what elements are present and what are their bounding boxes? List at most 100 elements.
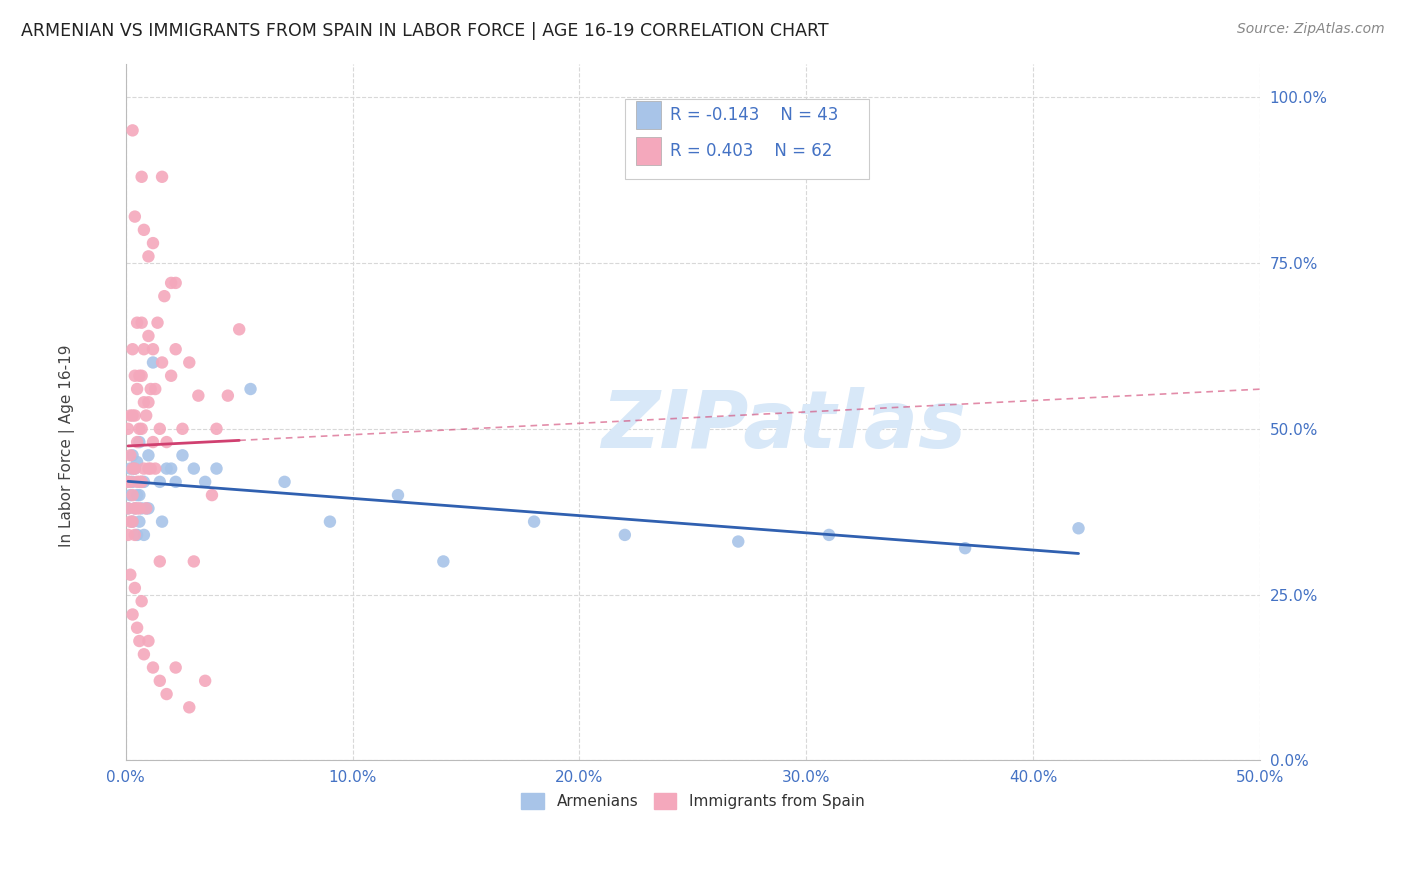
Point [127, 475, 149, 489]
FancyBboxPatch shape [624, 99, 869, 179]
Point [128, 435, 150, 450]
Point [142, 355, 165, 369]
Point [142, 343, 165, 357]
Point [131, 422, 153, 436]
Point [131, 594, 153, 608]
Point [127, 528, 149, 542]
Point [727, 534, 749, 549]
Point [121, 123, 143, 137]
Point [124, 461, 146, 475]
Point [120, 461, 142, 475]
Point [228, 322, 250, 336]
Point [120, 515, 142, 529]
Point [132, 461, 155, 475]
Point [124, 368, 146, 383]
Point [121, 515, 143, 529]
Point [143, 461, 166, 475]
Point [120, 409, 142, 423]
Point [132, 647, 155, 661]
Point [179, 355, 201, 369]
Point [131, 316, 153, 330]
Point [124, 501, 146, 516]
Point [128, 515, 150, 529]
Point [138, 501, 160, 516]
FancyBboxPatch shape [636, 102, 661, 129]
Point [127, 488, 149, 502]
Point [124, 528, 146, 542]
Point [121, 448, 143, 462]
Point [131, 475, 153, 489]
Point [139, 382, 162, 396]
Point [138, 329, 160, 343]
Point [138, 461, 160, 475]
Point [142, 435, 165, 450]
Point [273, 475, 295, 489]
Point [205, 461, 228, 475]
Point [124, 409, 146, 423]
Point [132, 343, 155, 357]
Point [155, 461, 177, 475]
Point [183, 461, 205, 475]
Point [120, 448, 142, 462]
Point [165, 343, 187, 357]
Point [131, 368, 153, 383]
Point [124, 581, 146, 595]
Text: R = 0.403    N = 62: R = 0.403 N = 62 [671, 142, 832, 160]
Point [121, 461, 143, 475]
Point [132, 528, 155, 542]
Point [128, 634, 150, 648]
Point [127, 382, 149, 396]
FancyBboxPatch shape [636, 136, 661, 164]
Point [127, 435, 149, 450]
Text: ARMENIAN VS IMMIGRANTS FROM SPAIN IN LABOR FORCE | AGE 16-19 CORRELATION CHART: ARMENIAN VS IMMIGRANTS FROM SPAIN IN LAB… [21, 22, 828, 40]
Point [120, 488, 142, 502]
Point [143, 382, 166, 396]
Point [165, 276, 187, 290]
Text: Source: ZipAtlas.com: Source: ZipAtlas.com [1237, 22, 1385, 37]
Point [132, 395, 155, 409]
Point [432, 554, 454, 568]
Point [953, 541, 976, 556]
Point [149, 673, 172, 688]
Point [128, 368, 150, 383]
Point [523, 515, 546, 529]
Point [120, 567, 142, 582]
Point [132, 475, 155, 489]
Point [127, 501, 149, 516]
Point [135, 501, 157, 516]
Point [194, 673, 217, 688]
Point [142, 236, 165, 251]
Point [183, 554, 205, 568]
Point [172, 422, 194, 436]
Text: In Labor Force | Age 16-19: In Labor Force | Age 16-19 [59, 344, 76, 548]
Point [124, 501, 146, 516]
Legend: Armenians, Immigrants from Spain: Armenians, Immigrants from Spain [515, 788, 870, 815]
Point [117, 528, 139, 542]
Point [160, 276, 183, 290]
Point [124, 210, 146, 224]
Point [319, 515, 342, 529]
Point [146, 316, 169, 330]
Point [194, 475, 217, 489]
Text: R = -0.143    N = 43: R = -0.143 N = 43 [671, 106, 838, 124]
Point [1067, 521, 1090, 535]
Point [165, 660, 187, 674]
Point [149, 554, 172, 568]
Point [155, 435, 177, 450]
Point [127, 621, 149, 635]
Point [128, 475, 150, 489]
Point [127, 455, 149, 469]
Point [124, 461, 146, 475]
Point [155, 687, 177, 701]
Point [121, 343, 143, 357]
Point [135, 409, 157, 423]
Point [121, 409, 143, 423]
Point [149, 422, 172, 436]
Point [120, 475, 142, 489]
Point [818, 528, 841, 542]
Point [117, 501, 139, 516]
Point [132, 223, 155, 237]
Point [117, 501, 139, 516]
Point [149, 475, 172, 489]
Point [117, 422, 139, 436]
